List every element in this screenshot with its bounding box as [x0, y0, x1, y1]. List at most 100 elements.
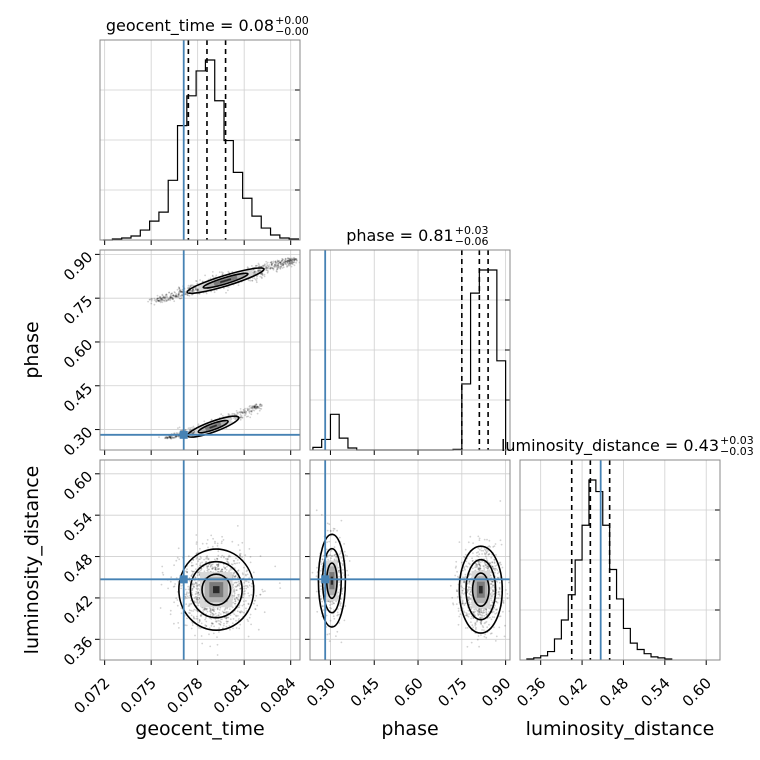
- sample-point: [330, 555, 333, 557]
- sample-point: [170, 576, 173, 579]
- sample-point: [257, 405, 260, 408]
- sample-point: [191, 290, 194, 292]
- sample-point: [174, 436, 177, 439]
- sample-point: [195, 288, 197, 291]
- sample-point: [235, 410, 238, 412]
- sample-point: [150, 299, 153, 302]
- sample-point: [332, 529, 335, 532]
- sample-point: [169, 609, 172, 612]
- sample-point: [451, 596, 454, 599]
- y-tick-label: 0.90: [60, 248, 96, 284]
- sample-point: [289, 261, 292, 264]
- sample-point: [198, 558, 200, 561]
- sample-point: [226, 558, 229, 561]
- sample-point: [479, 564, 482, 567]
- sample-point: [251, 279, 254, 282]
- sample-point: [253, 405, 256, 408]
- sample-point: [195, 534, 198, 536]
- sample-point: [197, 587, 200, 590]
- sample-point: [234, 585, 237, 588]
- sample-point: [196, 574, 199, 577]
- sample-point: [468, 596, 470, 599]
- sample-point: [463, 556, 465, 558]
- sample-point: [294, 258, 297, 260]
- sample-point: [243, 411, 246, 413]
- sample-point: [172, 294, 175, 297]
- sample-point: [235, 417, 238, 419]
- sample-point: [209, 570, 212, 573]
- sample-point: [498, 588, 501, 591]
- sample-point: [271, 267, 274, 270]
- sample-point: [494, 640, 497, 642]
- sample-point: [211, 567, 214, 570]
- sample-point: [180, 290, 183, 293]
- sample-point: [196, 585, 199, 588]
- sample-point: [209, 608, 212, 610]
- sample-point: [281, 259, 283, 262]
- sample-point: [235, 585, 238, 588]
- scatter-panel-geocent_time-luminosity_distance: [95, 459, 301, 665]
- sample-point: [243, 603, 245, 606]
- sample-point: [340, 607, 342, 610]
- sample-point: [286, 265, 288, 268]
- sample-point: [199, 279, 202, 281]
- sample-point: [253, 271, 256, 274]
- sample-point: [472, 559, 474, 562]
- sample-point: [175, 294, 177, 297]
- sample-point: [462, 593, 465, 595]
- sample-point: [478, 608, 481, 610]
- sample-point: [178, 558, 181, 561]
- sample-point: [260, 276, 263, 279]
- sample-point: [228, 608, 231, 611]
- sample-point: [462, 610, 465, 613]
- sample-point: [243, 590, 245, 593]
- sample-point: [333, 546, 336, 549]
- sample-point: [468, 574, 471, 576]
- scatter-panel-geocent_time-phase: [95, 249, 301, 455]
- sample-point: [239, 611, 242, 614]
- sample-point: [292, 257, 294, 260]
- panel-frame: [99, 249, 301, 451]
- sample-point: [221, 568, 224, 571]
- sample-point: [240, 415, 243, 417]
- sample-point: [479, 567, 482, 570]
- sample-point: [287, 259, 290, 262]
- sample-point: [288, 258, 291, 261]
- sample-point: [153, 303, 156, 306]
- sample-point: [191, 582, 194, 584]
- sample-point: [484, 555, 487, 558]
- sample-point: [255, 279, 258, 282]
- sample-point: [212, 609, 214, 611]
- sample-point: [233, 562, 236, 565]
- sample-point: [479, 613, 482, 616]
- sample-point: [166, 436, 168, 438]
- sample-point: [173, 432, 176, 434]
- sample-point: [241, 411, 244, 413]
- sample-point: [279, 261, 282, 264]
- sample-point: [472, 626, 475, 629]
- sample-point: [499, 561, 502, 564]
- sample-point: [469, 606, 472, 608]
- sample-point: [262, 590, 264, 593]
- sample-point: [241, 611, 244, 613]
- sample-point: [233, 594, 236, 597]
- sample-point: [461, 602, 464, 605]
- sample-point: [209, 611, 212, 614]
- sample-point: [239, 418, 242, 421]
- sample-point: [343, 543, 345, 545]
- sample-point: [276, 267, 279, 270]
- sample-point: [198, 619, 201, 622]
- y-tick-label: 0.60: [60, 467, 96, 503]
- sample-point: [218, 631, 220, 633]
- sample-point: [194, 576, 197, 579]
- sample-point: [220, 556, 223, 559]
- sample-point: [260, 405, 263, 408]
- sample-point: [261, 274, 264, 276]
- sample-point: [292, 258, 295, 261]
- sample-point: [175, 435, 178, 438]
- sample-point: [284, 259, 286, 262]
- sample-point: [327, 600, 330, 603]
- sample-point: [250, 406, 253, 409]
- sample-point: [479, 609, 482, 612]
- sample-point: [231, 563, 234, 566]
